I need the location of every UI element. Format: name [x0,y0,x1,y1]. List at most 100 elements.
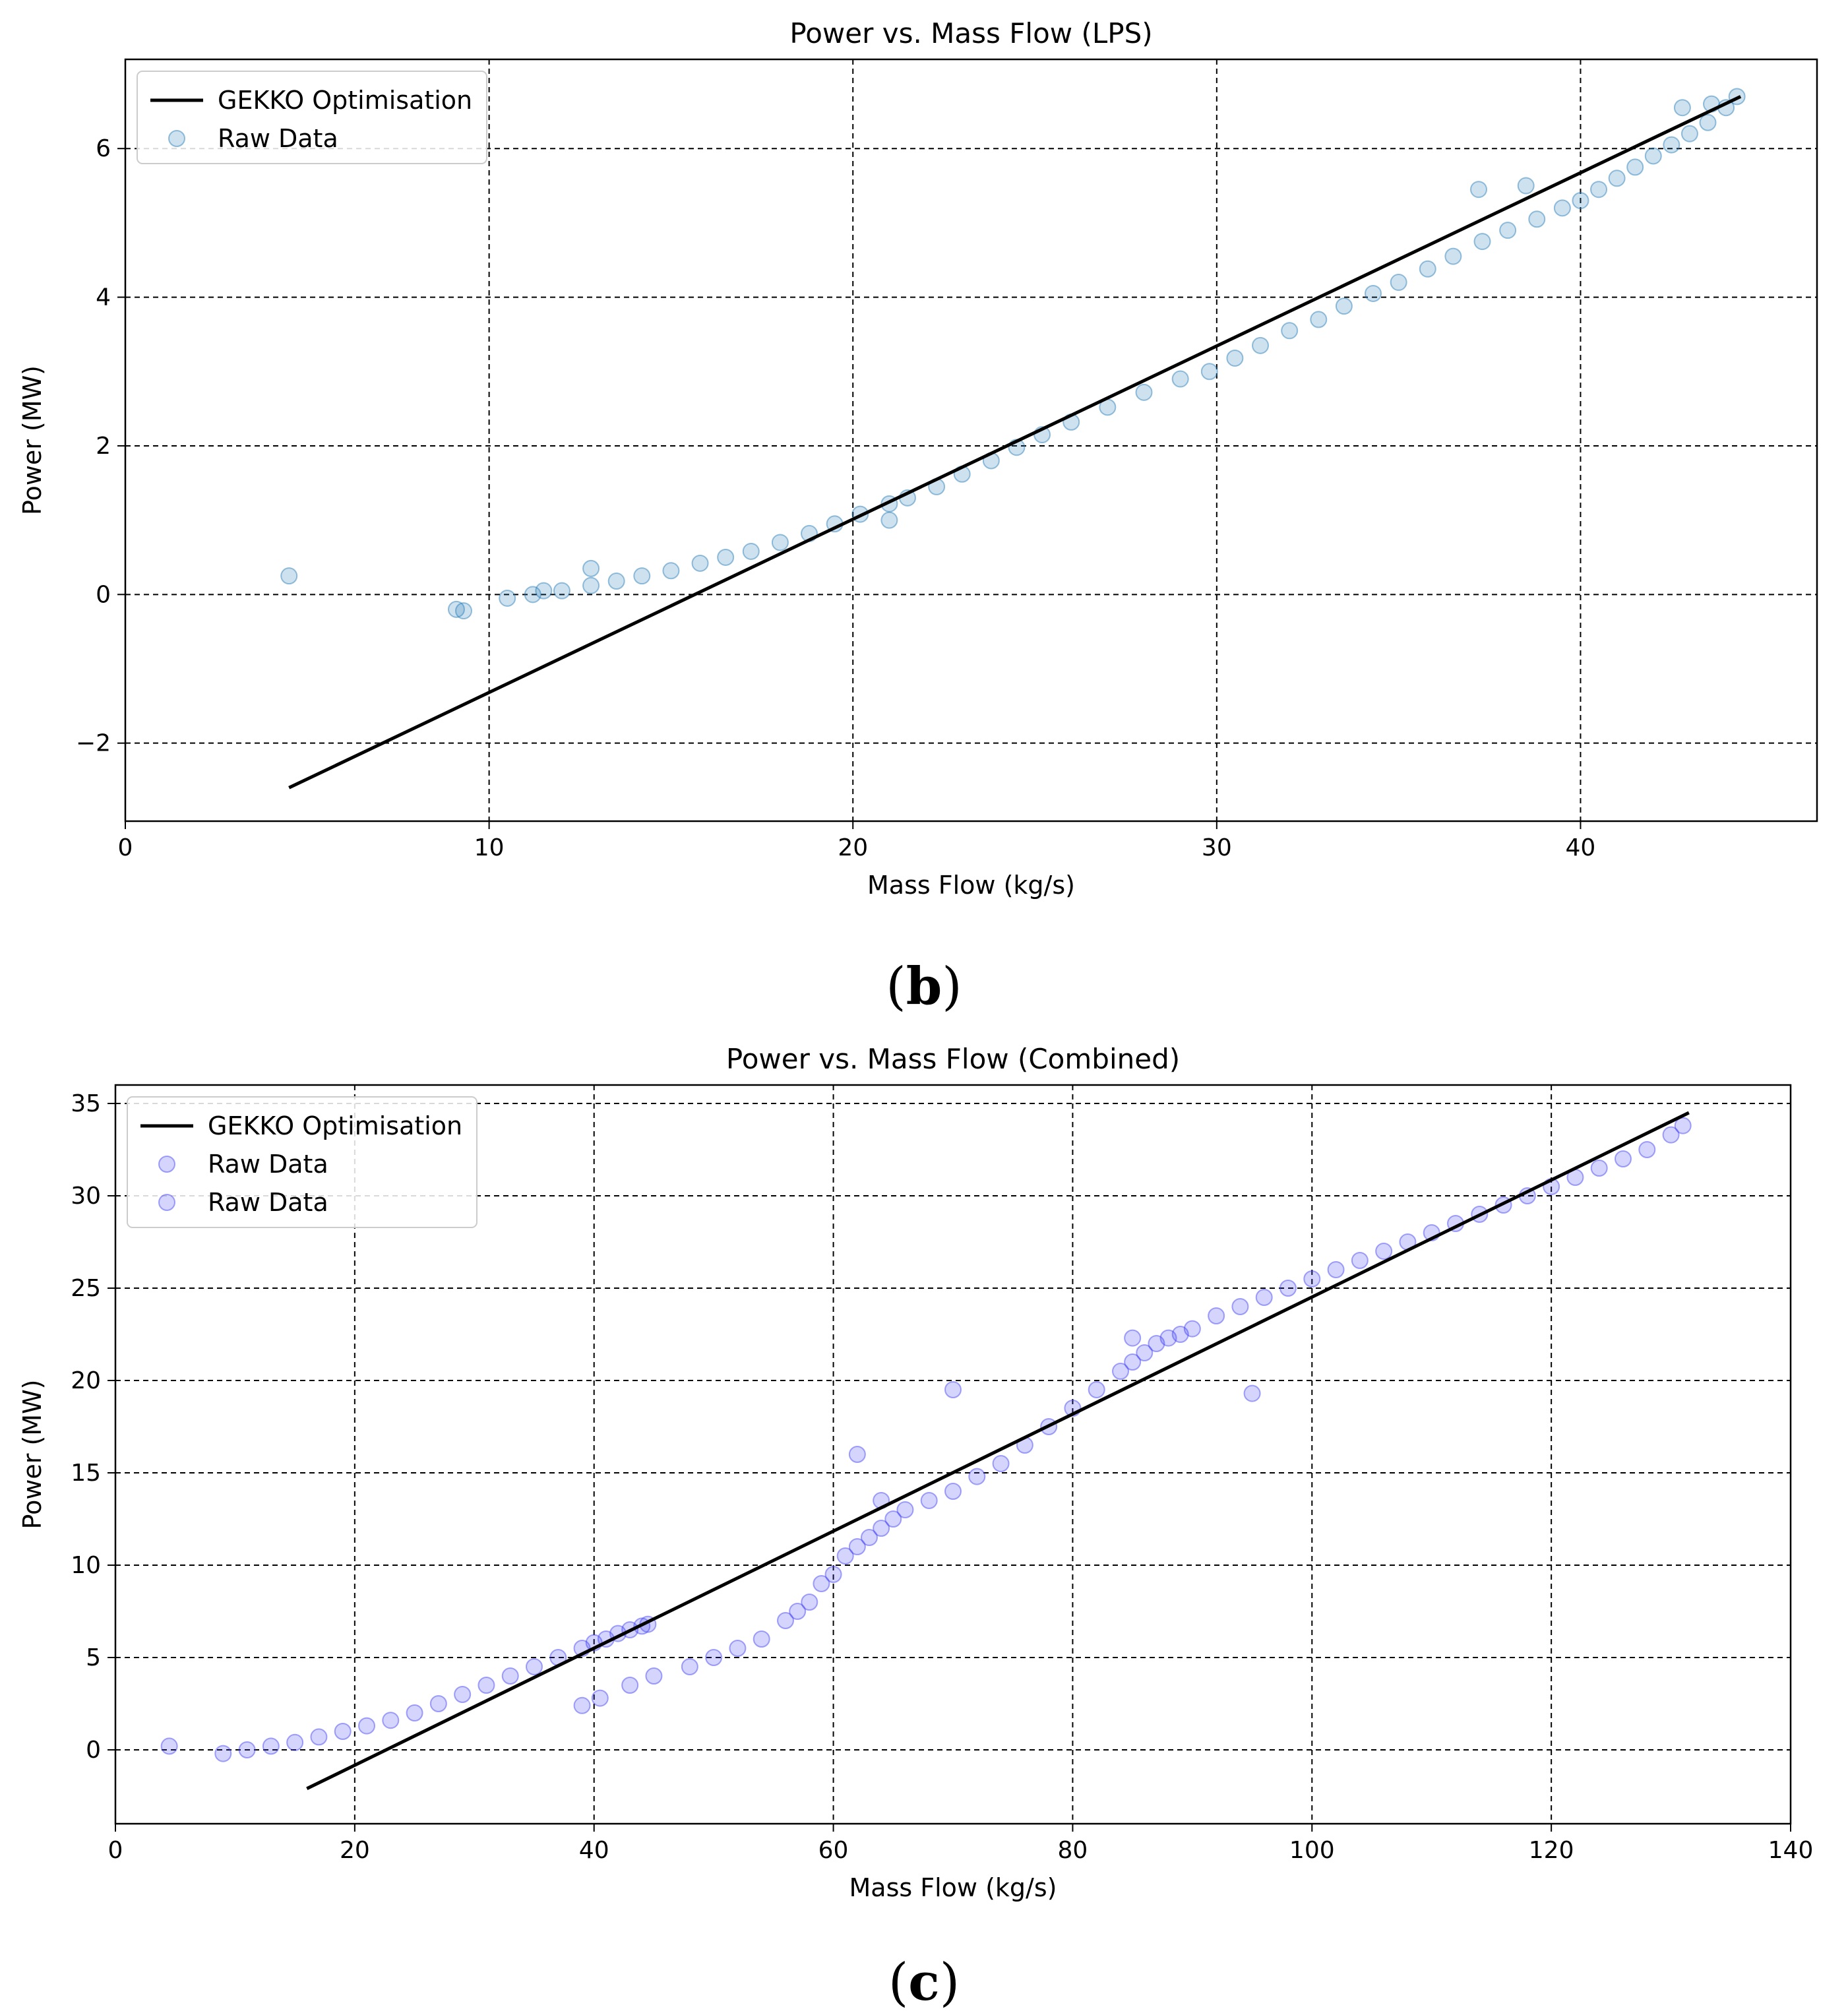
data-point [1590,181,1608,199]
y-tick-label: 30 [71,1183,101,1210]
data-point [1327,1261,1345,1278]
y-tick-label: 2 [96,433,111,460]
data-point [824,1566,842,1583]
chart-combined: Power vs. Mass Flow (Combined) 0 20 40 60 80 1… [18,1043,1814,1902]
legend-box [127,1096,477,1228]
data-point [280,567,298,585]
data-point [729,1640,747,1657]
data-point [526,1658,543,1675]
data-point [1473,233,1491,251]
data-point [477,1677,495,1694]
x-tick-label: 0 [108,1837,123,1864]
data-point [1335,297,1353,315]
data-point [1281,322,1299,340]
y-axis-label: Power (MW) [18,365,47,515]
data-point [1390,274,1407,292]
data-point [777,1612,794,1629]
data-point [1124,1329,1142,1347]
data-point [573,1696,591,1714]
data-point [1243,1384,1261,1402]
x-tick-label: 120 [1529,1837,1574,1864]
data-point [1608,170,1626,187]
data-point [591,1689,609,1707]
plot-frame [114,1084,1792,1825]
data-point [896,1501,914,1518]
data-point [1638,1141,1656,1158]
x-tick-label: 10 [474,834,505,861]
data-point [1303,1270,1321,1287]
data-point [1279,1280,1297,1297]
x-axis-label: Mass Flow (kg/s) [867,871,1075,900]
y-tick-label: 15 [71,1460,101,1487]
data-point [1365,284,1382,302]
data-point [1135,383,1153,401]
data-point [968,1468,986,1485]
data-point [705,1649,723,1666]
y-axis-label: Power (MW) [18,1380,47,1530]
legend-point-swatch [158,1156,175,1173]
data-point [753,1630,770,1648]
panel-label-b: (b) [886,956,962,1016]
data-point [1499,222,1517,239]
data-point [406,1704,423,1721]
data-point [582,576,600,594]
data-point [160,1737,178,1755]
data-point [621,1677,639,1694]
data-point [1517,177,1535,195]
x-tick-label: 40 [579,1837,609,1864]
data-point [1231,1298,1249,1315]
legend-label: Raw Data [208,1150,328,1179]
chart-title: Power vs. Mass Flow (Combined) [726,1043,1180,1075]
data-point [813,1575,830,1592]
data-point [691,554,709,572]
data-point [771,534,789,551]
data-point [1680,125,1698,142]
legend-label: GEKKO Optimisation [208,1111,462,1140]
x-tick-label: 0 [118,834,133,861]
y-tick-label: 4 [96,284,111,311]
data-point [742,542,760,560]
data-point [1088,1381,1105,1398]
data-point [429,1695,447,1712]
y-tick-label: 6 [96,135,111,162]
data-point [1252,336,1270,354]
y-tick-label: 0 [86,1737,101,1764]
data-point [310,1728,328,1746]
data-point [1148,1335,1165,1352]
data-point [1553,199,1571,217]
data-point [944,1483,962,1500]
data-point [944,1381,962,1398]
data-point [1255,1289,1273,1306]
x-axis-label: Mass Flow (kg/s) [849,1873,1057,1902]
data-point [1615,1150,1632,1167]
data-point [1419,260,1436,278]
data-point [1124,1353,1142,1371]
data-point [1674,1117,1692,1134]
data-point [920,1492,938,1509]
data-point [1112,1363,1129,1380]
legend-box [137,71,487,164]
data-point [455,602,472,620]
data-point [681,1658,698,1675]
data-point [801,1594,818,1611]
x-tick-label: 100 [1289,1837,1335,1864]
data-point [382,1712,400,1729]
data-point [1200,363,1218,381]
data-point [1590,1160,1608,1177]
x-tick-label: 60 [818,1837,849,1864]
data-point [1662,1126,1680,1144]
data-point [238,1741,256,1758]
y-tick-label: 0 [96,581,111,608]
x-tick-label: 80 [1058,1837,1088,1864]
data-point [873,1520,890,1537]
data-point [880,511,898,529]
data-point [1136,1344,1154,1361]
x-tick-label: 140 [1768,1837,1814,1864]
data-point [633,567,651,585]
legend-point-swatch [158,1194,175,1211]
data-point [286,1733,304,1751]
data-point [1663,136,1680,154]
y-tick-label: 20 [71,1367,101,1394]
data-point [1444,247,1462,265]
data-point [1699,113,1717,131]
